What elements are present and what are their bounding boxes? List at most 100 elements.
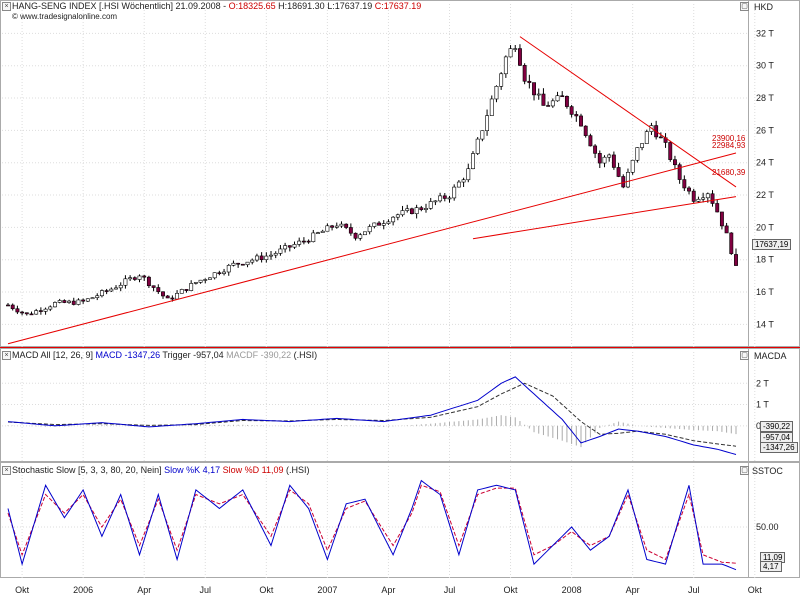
trendline-2 — [519, 36, 737, 188]
high-value: H:18691.30 — [275, 1, 325, 11]
open-value: O:18325.65 — [228, 1, 276, 11]
candle-body-112 — [532, 82, 536, 96]
candle-body-147 — [696, 198, 701, 202]
low-value: L:17637.19 — [324, 1, 373, 11]
candle-body-36 — [175, 293, 180, 300]
candle-body-12 — [62, 300, 67, 303]
main-y-tick-label-2: 18 T — [756, 255, 774, 265]
candle-body-142 — [672, 159, 677, 166]
candle-body-34 — [165, 295, 170, 299]
candle-body-122 — [579, 115, 583, 127]
candle-body-130 — [616, 167, 621, 177]
candle-body-144 — [682, 179, 687, 189]
candle-body-126 — [597, 153, 602, 164]
macd-tag: -1347,26 — [760, 442, 798, 453]
candle-body-87 — [414, 207, 419, 215]
stoch-y-tick-label-0: 50.00 — [756, 522, 779, 532]
candle-body-3 — [20, 311, 25, 314]
macd-line — [7, 376, 737, 455]
candle-body-11 — [57, 300, 62, 303]
macd-pane-menu-icon[interactable]: ▢ — [740, 351, 749, 360]
candle-body-123 — [583, 125, 588, 136]
candle-body-56 — [269, 254, 273, 257]
candle-body-7 — [38, 310, 43, 312]
candle-body-93 — [442, 195, 447, 199]
candle-body-20 — [99, 290, 104, 297]
candle-body-94 — [447, 197, 452, 200]
candle-body-98 — [466, 168, 471, 181]
trendline-1 — [472, 196, 737, 240]
candle-body-128 — [607, 154, 612, 158]
candle-body-68 — [325, 225, 330, 232]
candle-body-76 — [363, 231, 367, 236]
candle-body-139 — [658, 136, 663, 139]
candle-body-114 — [541, 93, 546, 106]
candle-body-111 — [527, 80, 532, 83]
x-tick-label-0: Okt — [15, 585, 30, 595]
main-axis-title: HKD — [754, 2, 774, 12]
candle-body-75 — [358, 234, 363, 239]
trigger-value: Trigger -957,04 — [160, 350, 224, 360]
candle-body-67 — [320, 230, 325, 233]
candle-body-113 — [536, 93, 541, 96]
x-tick-label-10: Apr — [626, 585, 640, 595]
trigger-line — [7, 382, 737, 447]
candle-body-6 — [34, 310, 39, 315]
candle-body-46 — [222, 271, 226, 274]
macd-y-tick-label-1: 1 T — [756, 400, 769, 410]
candle-body-88 — [419, 207, 424, 210]
close-icon[interactable]: × — [2, 2, 11, 11]
candle-body-149 — [705, 193, 710, 199]
candle-body-102 — [485, 115, 490, 132]
stoch-close-icon[interactable]: × — [2, 466, 11, 475]
main-y-tick-label-6: 26 T — [756, 125, 774, 135]
main-y-tick-label-5: 24 T — [756, 158, 774, 168]
candle-body-8 — [43, 308, 48, 312]
candle-body-83 — [395, 214, 400, 218]
candle-body-13 — [67, 300, 72, 303]
candle-body-49 — [236, 262, 241, 265]
candle-body-62 — [297, 240, 302, 245]
candle-body-2 — [15, 308, 20, 313]
candle-body-124 — [588, 135, 593, 147]
candle-body-5 — [29, 313, 34, 316]
candle-body-119 — [564, 95, 569, 107]
stoch-header: Stochastic Slow [5, 3, 3, 80, 20, Nein] … — [12, 465, 310, 475]
x-tick-label-6: Apr — [381, 585, 395, 595]
macdf-value: MACDF -390,22 — [223, 350, 292, 360]
candle-body-57 — [273, 253, 278, 256]
candle-body-55 — [264, 255, 269, 260]
candle-body-15 — [76, 299, 81, 305]
stoch-d-line — [7, 484, 737, 564]
candle-body-141 — [668, 142, 673, 160]
candle-body-106 — [503, 56, 508, 75]
stoch-pane-menu-icon[interactable]: ▢ — [740, 466, 749, 475]
candle-body-26 — [128, 277, 133, 280]
candle-body-43 — [208, 277, 212, 280]
x-tick-label-8: Okt — [504, 585, 519, 595]
macd-name: MACD All [12, 26, 9] — [12, 350, 96, 360]
candle-body-92 — [438, 195, 443, 202]
candle-body-103 — [489, 98, 494, 116]
candle-body-74 — [353, 232, 358, 239]
candle-body-37 — [179, 289, 184, 294]
candle-body-99 — [471, 153, 475, 170]
candle-body-53 — [254, 255, 259, 261]
pane-menu-icon[interactable]: ▢ — [740, 2, 749, 11]
candle-body-21 — [104, 290, 109, 292]
x-tick-label-12: Okt — [748, 585, 763, 595]
stoch-axis-title: SSTOC — [752, 466, 783, 476]
candle-body-129 — [611, 154, 616, 168]
last-price-tag: 17637,19 — [752, 239, 792, 250]
candle-body-18 — [90, 297, 95, 300]
candle-body-152 — [719, 211, 724, 227]
macd-close-icon[interactable]: × — [2, 351, 11, 360]
candle-body-110 — [522, 65, 527, 82]
x-tick-label-5: 2007 — [317, 585, 337, 595]
candle-body-153 — [724, 225, 729, 234]
candle-body-107 — [508, 48, 513, 58]
candle-body-40 — [193, 282, 198, 284]
candle-body-155 — [734, 254, 738, 266]
x-tick-label-7: Jul — [444, 585, 456, 595]
main-y-tick-label-1: 16 T — [756, 287, 774, 297]
